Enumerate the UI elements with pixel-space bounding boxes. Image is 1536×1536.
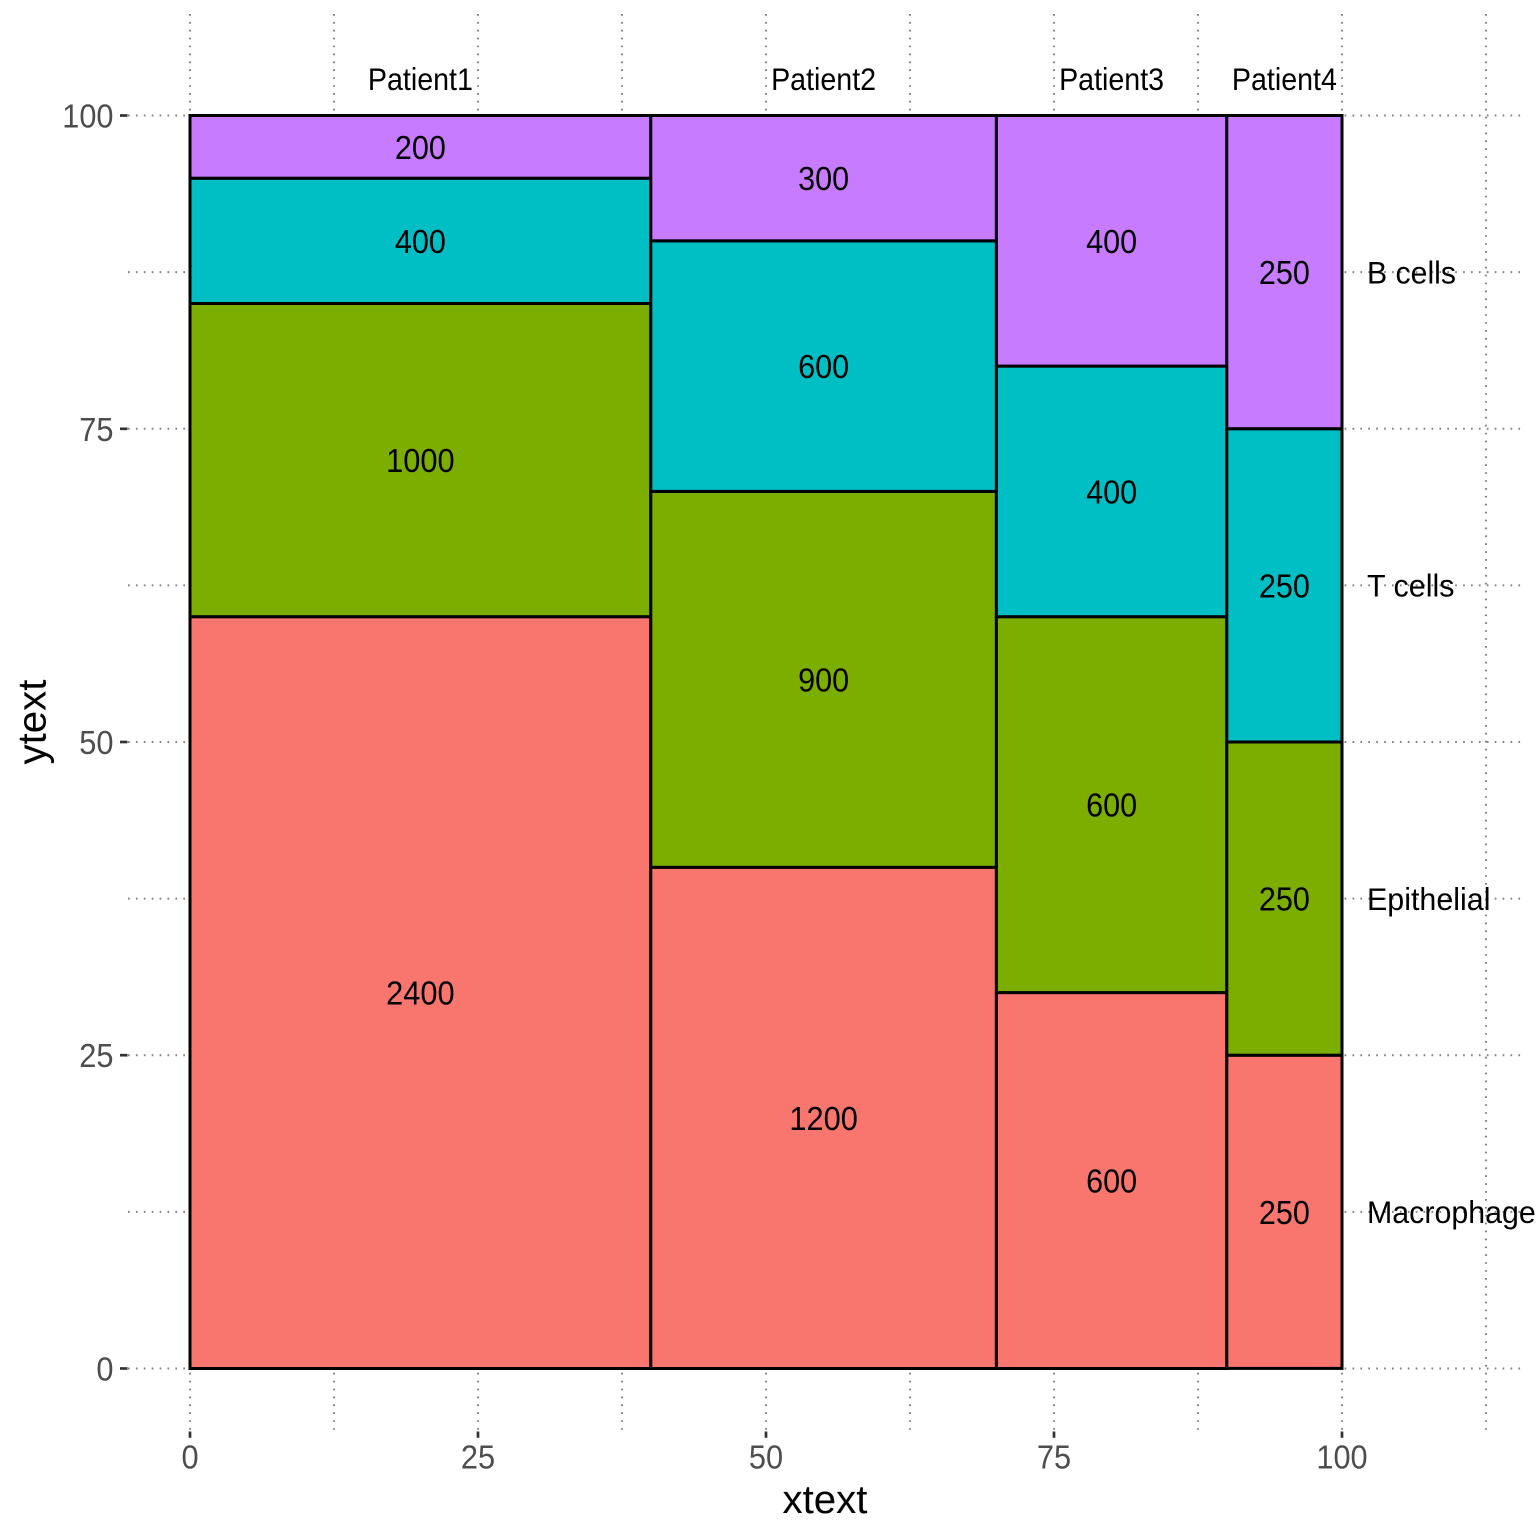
svg-text:200: 200: [395, 130, 446, 167]
svg-text:100: 100: [62, 99, 113, 136]
svg-text:600: 600: [798, 349, 849, 386]
svg-text:250: 250: [1259, 255, 1310, 292]
svg-text:T cells: T cells: [1367, 568, 1455, 604]
svg-text:Patient3: Patient3: [1059, 61, 1164, 97]
svg-text:250: 250: [1259, 882, 1310, 919]
svg-text:Patient4: Patient4: [1232, 61, 1337, 97]
svg-text:50: 50: [79, 725, 113, 762]
svg-text:1000: 1000: [386, 443, 455, 480]
svg-text:600: 600: [1086, 1164, 1137, 1201]
svg-text:ytext: ytext: [11, 680, 55, 765]
svg-text:300: 300: [798, 161, 849, 198]
svg-text:900: 900: [798, 662, 849, 699]
svg-text:400: 400: [1086, 224, 1137, 261]
svg-text:75: 75: [1037, 1439, 1071, 1476]
svg-text:400: 400: [395, 224, 446, 261]
svg-text:Macrophages: Macrophages: [1367, 1194, 1536, 1230]
svg-text:400: 400: [1086, 474, 1137, 511]
svg-text:xtext: xtext: [783, 1478, 868, 1522]
svg-text:1200: 1200: [789, 1101, 858, 1138]
svg-text:250: 250: [1259, 1195, 1310, 1232]
svg-text:Patient1: Patient1: [368, 61, 473, 97]
svg-text:Epithelial: Epithelial: [1367, 881, 1491, 917]
svg-text:2400: 2400: [386, 976, 455, 1013]
svg-text:0: 0: [96, 1352, 113, 1389]
svg-text:Patient2: Patient2: [771, 61, 876, 97]
svg-text:600: 600: [1086, 788, 1137, 825]
svg-text:50: 50: [749, 1439, 783, 1476]
svg-text:25: 25: [461, 1439, 495, 1476]
svg-text:B cells: B cells: [1367, 254, 1456, 290]
svg-text:25: 25: [79, 1038, 113, 1075]
svg-text:100: 100: [1316, 1439, 1367, 1476]
svg-text:0: 0: [181, 1439, 198, 1476]
svg-text:250: 250: [1259, 568, 1310, 605]
svg-text:75: 75: [79, 412, 113, 449]
